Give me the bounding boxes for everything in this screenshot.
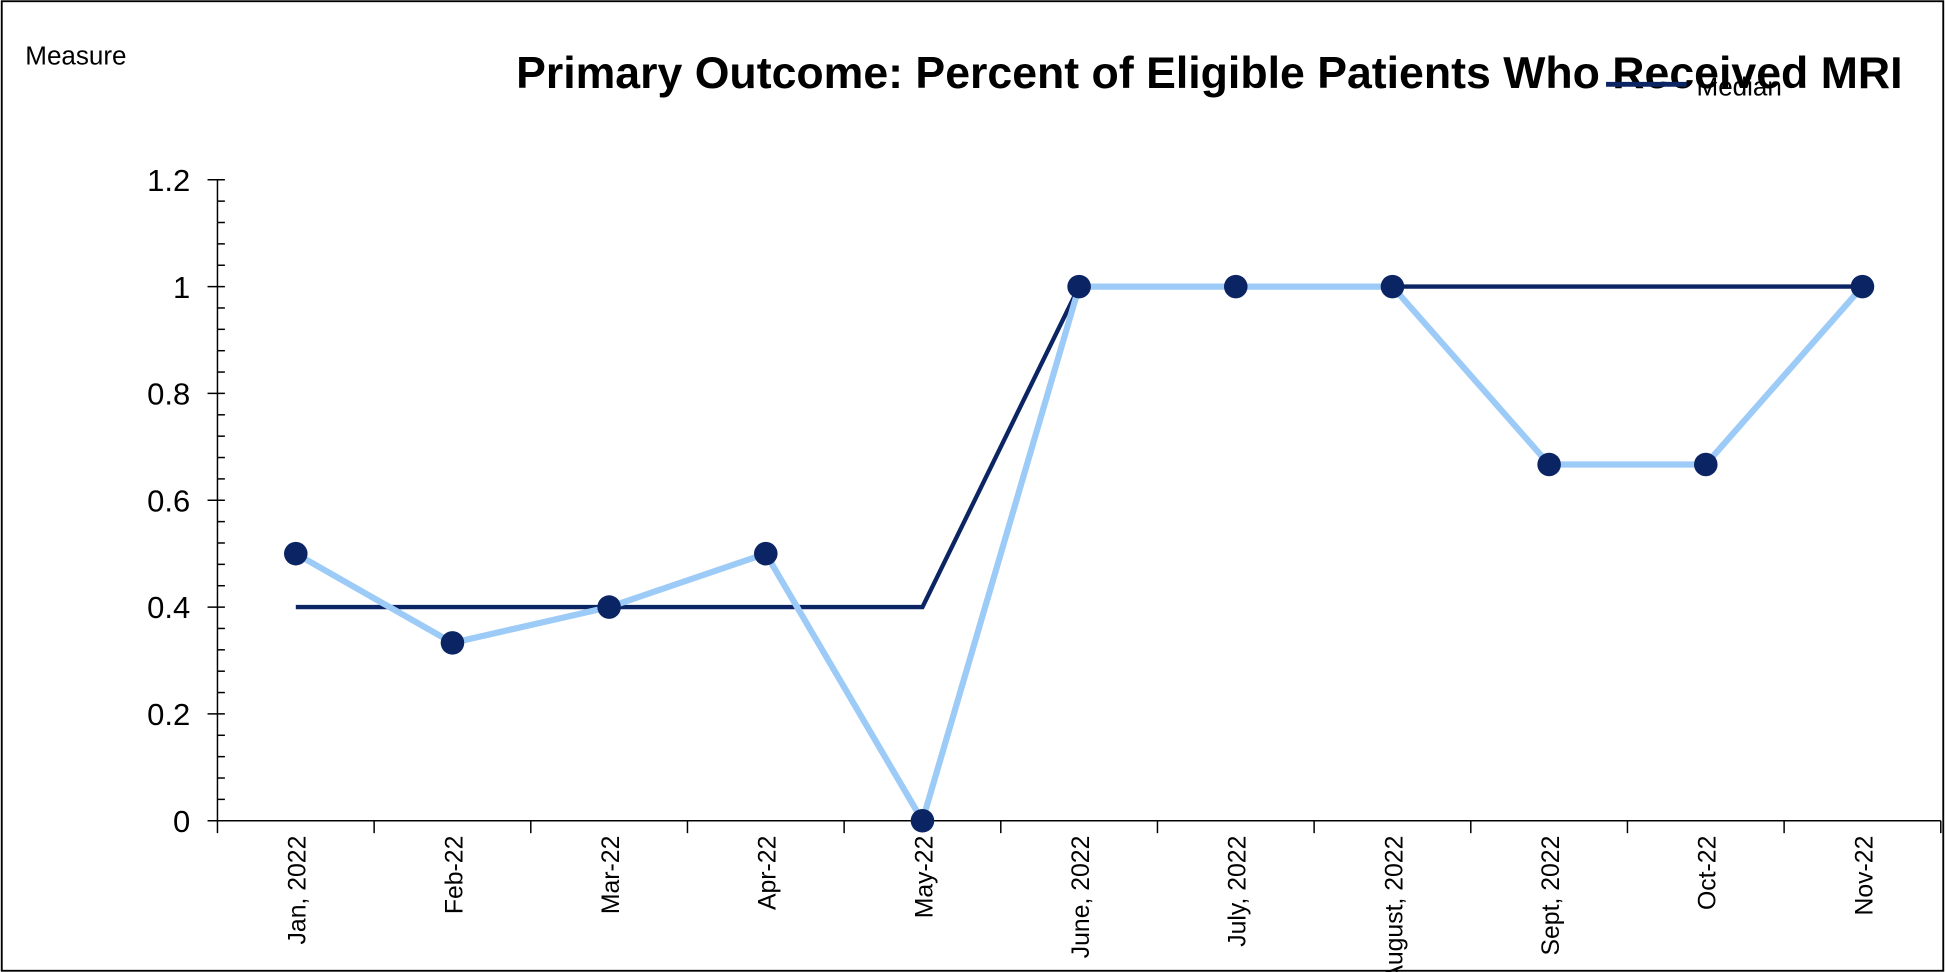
- x-tick-label: Oct-22: [1695, 836, 1722, 910]
- x-tick-label: Sept, 2022: [1538, 836, 1565, 956]
- x-tick-label: Mar-22: [598, 836, 625, 915]
- y-tick-label: 0.6: [147, 483, 190, 518]
- y-tick-label: 0.8: [147, 377, 190, 412]
- marker: [440, 631, 465, 655]
- x-tick-label: July, 2022: [1225, 836, 1252, 947]
- marker: [1694, 452, 1718, 477]
- chart-title: Primary Outcome: Percent of Eligible Pat…: [516, 47, 1903, 98]
- marker: [754, 541, 778, 566]
- x-tick-label: August, 2022: [1381, 836, 1408, 972]
- y-tick-label: 0.2: [147, 697, 190, 732]
- x-tick-label: June, 2022: [1068, 836, 1095, 959]
- marker: [1380, 274, 1405, 299]
- marker: [1067, 274, 1091, 299]
- x-tick-label: May-22: [911, 836, 938, 919]
- x-tick-label: Feb-22: [441, 836, 468, 915]
- title-box: Primary Outcome: Percent of Eligible Pat…: [516, 47, 1903, 98]
- y-tick-label: 1.2: [147, 163, 190, 198]
- y-tick-label: 0: [173, 804, 190, 839]
- legend-label: Median: [1697, 71, 1782, 101]
- y-tick-label: 0.4: [147, 590, 190, 625]
- x-tick-label: Nov-22: [1851, 836, 1878, 916]
- marker: [284, 541, 308, 566]
- marker: [1537, 452, 1561, 477]
- y-tick-label: 1: [173, 270, 190, 305]
- x-tick-label: Apr-22: [755, 836, 782, 910]
- series-label: Measure: [25, 40, 126, 70]
- marker: [597, 595, 621, 619]
- marker: [910, 808, 935, 833]
- x-tick-label: Jan, 2022: [285, 836, 312, 945]
- marker: [1224, 274, 1248, 299]
- marker: [1850, 274, 1875, 299]
